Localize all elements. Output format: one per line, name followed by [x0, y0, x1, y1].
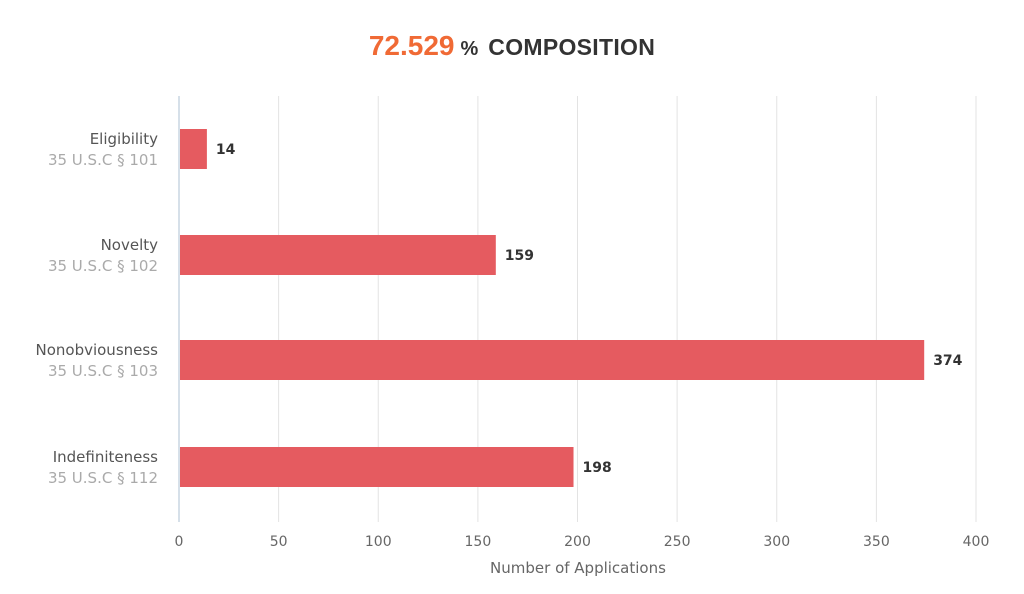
- data-label: 14: [216, 142, 236, 158]
- data-label: 159: [505, 248, 534, 264]
- category-label: Indefiniteness: [53, 448, 158, 466]
- composition-percent: 72.529: [368, 30, 455, 61]
- category-label: Novelty: [101, 236, 159, 254]
- x-tick-label: 100: [365, 534, 392, 550]
- x-axis-ticks: 0 50 100 150 200 250 300 350 400: [175, 534, 990, 550]
- bar: [180, 447, 574, 487]
- chart-title: 72.529% COMPOSITION: [0, 26, 1024, 71]
- category-labels: Eligibility 35 U.S.C § 101 Novelty 35 U.S.C…: [35, 130, 158, 487]
- composition-label: COMPOSITION: [488, 34, 656, 60]
- x-tick-label: 400: [963, 534, 990, 550]
- category-subtitle: 35 U.S.C § 103: [48, 362, 158, 380]
- x-tick-label: 250: [664, 534, 691, 550]
- data-label: 374: [933, 353, 962, 369]
- x-tick-label: 150: [465, 534, 492, 550]
- bar: [180, 235, 496, 275]
- x-tick-label: 350: [863, 534, 890, 550]
- data-labels: 14 159 374 198: [216, 142, 963, 476]
- x-axis-title: Number of Applications: [490, 559, 666, 577]
- category-subtitle: 35 U.S.C § 102: [48, 257, 158, 275]
- category-subtitle: 35 U.S.C § 112: [48, 469, 158, 487]
- category-subtitle: 35 U.S.C § 101: [48, 151, 158, 169]
- x-tick-label: 50: [270, 534, 288, 550]
- gridlines: [178, 96, 977, 522]
- bar: [180, 129, 207, 169]
- percent-symbol: %: [460, 38, 479, 60]
- x-tick-label: 300: [763, 534, 790, 550]
- x-tick-label: 200: [564, 534, 591, 550]
- category-label: Eligibility: [90, 130, 158, 148]
- x-tick-label: 0: [175, 534, 184, 550]
- category-label: Nonobviousness: [35, 341, 158, 359]
- bars: [180, 129, 925, 487]
- data-label: 198: [583, 460, 612, 476]
- bar: [180, 340, 925, 380]
